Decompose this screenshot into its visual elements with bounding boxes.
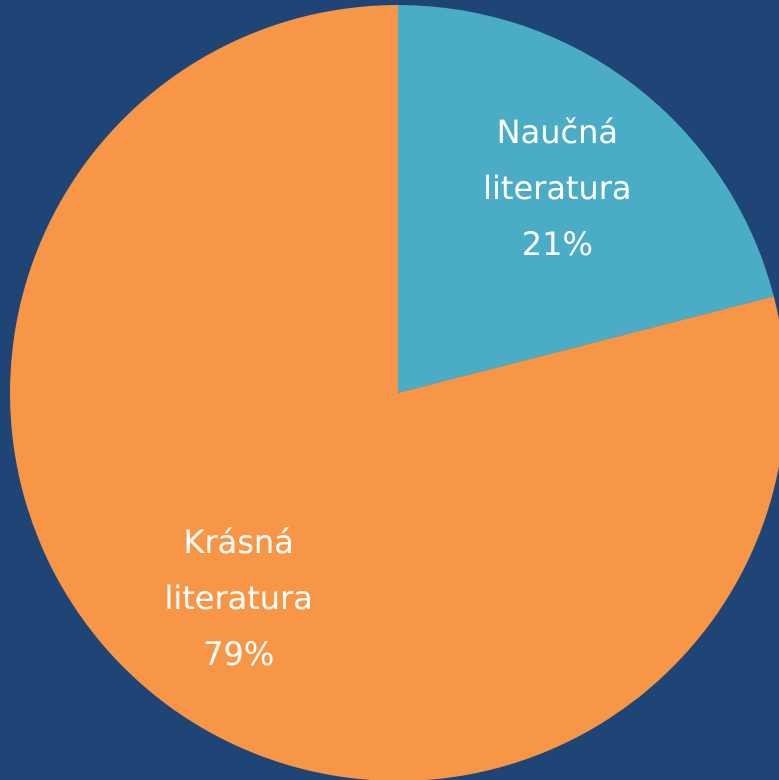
slice-label: Krásná literatura 79% <box>139 514 339 682</box>
slice-label: Naučná literatura 21% <box>457 104 657 272</box>
pie-slice <box>398 5 774 393</box>
slice-category: Krásná literatura <box>164 523 313 618</box>
slice-value: 79% <box>203 635 275 674</box>
pie-slice <box>10 5 779 780</box>
slice-value: 21% <box>521 224 593 263</box>
slice-category: Naučná literatura <box>483 112 632 207</box>
